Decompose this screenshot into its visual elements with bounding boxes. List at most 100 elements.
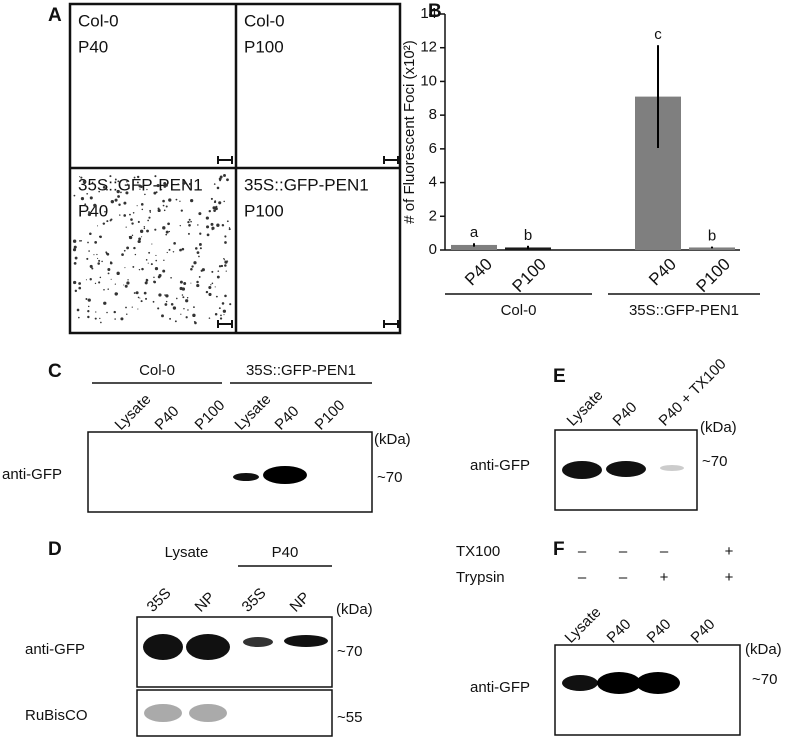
speckle bbox=[218, 265, 222, 268]
sign: + bbox=[660, 569, 669, 586]
speckle bbox=[88, 250, 90, 252]
band bbox=[263, 466, 307, 484]
image-label: 35S::GFP-PEN1 bbox=[244, 175, 369, 194]
speckle bbox=[208, 209, 211, 213]
speckle bbox=[218, 307, 221, 310]
speckle bbox=[190, 220, 192, 223]
speckle bbox=[87, 212, 92, 217]
speckle bbox=[183, 282, 187, 285]
sign: – bbox=[660, 543, 669, 560]
marker-label: ~70 bbox=[752, 671, 777, 688]
speckle bbox=[218, 201, 222, 205]
speckle bbox=[126, 181, 128, 183]
y-tick-label: 2 bbox=[429, 207, 437, 224]
speckle bbox=[102, 185, 106, 189]
panel-label: E bbox=[553, 366, 566, 387]
scale-bar bbox=[217, 320, 233, 328]
speckle bbox=[125, 306, 127, 309]
speckle bbox=[187, 221, 190, 224]
speckle bbox=[78, 282, 81, 285]
speckle bbox=[206, 225, 210, 229]
treatment-label: Trypsin bbox=[456, 569, 505, 586]
lane-label: P40 bbox=[610, 399, 641, 430]
lane-label: P100 bbox=[312, 397, 349, 434]
speckle bbox=[120, 317, 124, 321]
speckle bbox=[119, 214, 121, 216]
speckle bbox=[165, 233, 168, 236]
speckle bbox=[126, 281, 130, 285]
speckle bbox=[211, 270, 214, 273]
y-axis-label: # of Fluorescent Foci (x10²) bbox=[401, 40, 418, 223]
speckle bbox=[124, 284, 128, 288]
speckle bbox=[213, 200, 217, 204]
speckle bbox=[169, 317, 172, 320]
band bbox=[636, 672, 680, 694]
y-tick-label: 4 bbox=[429, 174, 437, 191]
speckle bbox=[197, 224, 199, 226]
lane-label: Lysate bbox=[562, 604, 605, 647]
speckle bbox=[110, 199, 115, 204]
speckle bbox=[196, 280, 199, 284]
lane-label: NP bbox=[287, 589, 314, 616]
panel-label: B bbox=[428, 1, 442, 22]
speckle bbox=[85, 298, 88, 301]
speckle bbox=[190, 199, 194, 203]
speckle bbox=[110, 278, 112, 280]
speckle bbox=[165, 205, 168, 208]
lane-label: P40 bbox=[604, 616, 635, 647]
x-tick-label: P100 bbox=[508, 255, 550, 297]
speckle bbox=[194, 321, 197, 325]
speckle bbox=[114, 283, 116, 285]
band bbox=[562, 461, 602, 479]
speckle bbox=[126, 313, 128, 316]
image-label: Col-0 bbox=[244, 11, 285, 30]
panel-label: D bbox=[48, 539, 62, 560]
speckle bbox=[162, 199, 165, 203]
speckle bbox=[198, 243, 202, 246]
speckle bbox=[208, 286, 212, 290]
marker-label: ~70 bbox=[337, 643, 362, 660]
antibody-label: anti-GFP bbox=[470, 679, 530, 696]
speckle bbox=[114, 318, 116, 320]
speckle bbox=[136, 175, 140, 179]
speckle bbox=[107, 268, 111, 272]
image-label: P100 bbox=[244, 37, 284, 56]
speckle bbox=[151, 243, 153, 245]
speckle bbox=[102, 222, 106, 225]
speckle bbox=[138, 268, 141, 271]
speckle bbox=[165, 300, 168, 303]
speckle bbox=[208, 292, 212, 297]
marker-label: ~70 bbox=[377, 469, 402, 486]
blot-c bbox=[87, 431, 373, 513]
speckle bbox=[229, 303, 232, 306]
speckle bbox=[186, 297, 189, 299]
speckle bbox=[139, 229, 144, 233]
lane-label: P40 bbox=[688, 616, 719, 647]
speckle bbox=[89, 196, 93, 200]
speckle bbox=[138, 184, 142, 188]
speckle bbox=[158, 273, 162, 278]
speckle bbox=[224, 235, 227, 238]
speckle bbox=[138, 237, 142, 241]
speckle bbox=[188, 218, 191, 221]
speckle bbox=[215, 295, 218, 298]
speckle bbox=[127, 279, 129, 281]
speckle bbox=[163, 259, 165, 262]
speckle bbox=[136, 181, 139, 184]
speckle bbox=[175, 198, 178, 201]
speckle bbox=[155, 254, 157, 257]
sign: + bbox=[725, 569, 734, 586]
speckle bbox=[226, 220, 229, 223]
speckle bbox=[223, 314, 225, 316]
speckle bbox=[113, 310, 116, 314]
speckle bbox=[167, 222, 170, 226]
x-tick-label: P100 bbox=[692, 255, 734, 297]
speckle bbox=[80, 176, 83, 179]
row-label: RuBisCO bbox=[25, 707, 88, 724]
speckle bbox=[117, 293, 119, 295]
panel-label: F bbox=[553, 539, 565, 560]
speckle bbox=[141, 236, 143, 238]
speckle bbox=[123, 201, 127, 205]
blot-d-rubisco bbox=[136, 689, 333, 737]
speckle bbox=[179, 286, 183, 291]
